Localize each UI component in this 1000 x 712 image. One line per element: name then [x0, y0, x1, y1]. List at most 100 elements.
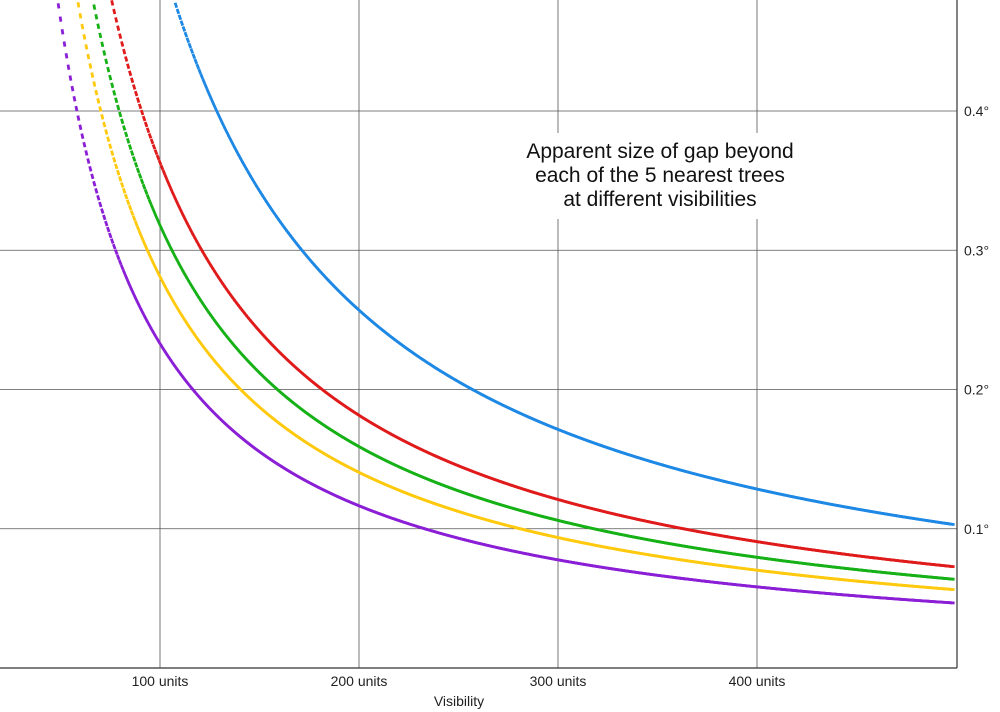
- data-point: [163, 235, 169, 242]
- data-point: [56, 3, 61, 9]
- data-point: [112, 243, 117, 250]
- data-point: [84, 44, 89, 50]
- grid: [0, 0, 957, 668]
- data-point: [112, 90, 117, 96]
- series-layer: [56, 0, 955, 605]
- data-point: [185, 37, 191, 44]
- data-point: [122, 48, 127, 55]
- data-point: [149, 257, 155, 264]
- data-point: [124, 56, 129, 62]
- data-point: [153, 265, 159, 272]
- data-point: [161, 169, 167, 176]
- data-point: [72, 95, 77, 102]
- data-point: [92, 4, 97, 10]
- data-point: [114, 163, 119, 170]
- data-point: [165, 239, 171, 246]
- data-point: [94, 89, 99, 96]
- data-point: [116, 25, 121, 32]
- series-line: [56, 3, 955, 605]
- data-point: [106, 136, 111, 143]
- data-point: [70, 85, 75, 92]
- data-point: [128, 70, 133, 77]
- data-point: [131, 215, 137, 222]
- data-point: [153, 149, 159, 156]
- data-point: [173, 2, 179, 9]
- data-point: [949, 522, 955, 527]
- data-point: [102, 121, 107, 128]
- data-point: [151, 261, 157, 268]
- data-point: [139, 178, 145, 185]
- data-point: [181, 26, 187, 32]
- data-point: [149, 203, 155, 210]
- series-line: [173, 2, 955, 527]
- data-point: [120, 118, 125, 125]
- data-point: [155, 269, 161, 276]
- data-point: [163, 174, 169, 181]
- data-point: [143, 121, 149, 128]
- data-point: [98, 106, 103, 112]
- data-point: [203, 83, 209, 90]
- data-point: [86, 53, 91, 60]
- data-point: [96, 194, 101, 201]
- data-point: [131, 292, 137, 299]
- data-point: [143, 188, 149, 195]
- data-point: [84, 150, 89, 156]
- data-point: [102, 214, 107, 221]
- y-tick-label: 0.3°: [964, 242, 989, 258]
- data-point: [147, 198, 153, 205]
- data-point: [104, 129, 109, 135]
- data-point: [127, 283, 133, 290]
- data-point: [155, 217, 161, 224]
- data-point: [100, 41, 105, 48]
- data-point: [199, 73, 205, 80]
- data-point: [143, 244, 149, 251]
- data-point: [175, 201, 181, 208]
- data-point: [110, 0, 115, 6]
- data-point: [122, 125, 127, 131]
- data-point: [141, 115, 147, 122]
- data-point: [171, 192, 177, 199]
- data-point: [149, 138, 155, 145]
- data-point: [128, 144, 133, 150]
- data-point: [145, 193, 151, 200]
- data-point: [106, 66, 111, 73]
- chart-title-line: Apparent size of gap beyond: [526, 140, 793, 163]
- data-point: [90, 173, 95, 180]
- data-point: [129, 287, 135, 294]
- data-point: [125, 199, 131, 206]
- data-point: [135, 167, 141, 174]
- data-point: [117, 259, 123, 266]
- data-point: [104, 220, 109, 227]
- data-point: [177, 14, 183, 21]
- data-point: [159, 164, 165, 171]
- data-point: [949, 564, 955, 569]
- data-point: [80, 133, 85, 139]
- series-line: [76, 1, 955, 592]
- data-point: [129, 150, 135, 157]
- data-point: [215, 110, 221, 117]
- data-point: [169, 247, 175, 254]
- data-point: [221, 122, 227, 129]
- data-point: [132, 84, 137, 90]
- data-point: [139, 109, 145, 116]
- data-point: [135, 225, 141, 232]
- data-point: [145, 248, 151, 255]
- series-line: [110, 0, 955, 569]
- data-point: [108, 143, 113, 150]
- data-point: [100, 208, 105, 214]
- data-point: [98, 32, 103, 39]
- data-point: [115, 254, 121, 261]
- data-point: [62, 41, 67, 47]
- data-point: [110, 82, 115, 89]
- y-tick-label: 0.1°: [964, 521, 989, 537]
- data-point: [60, 29, 65, 35]
- data-point: [151, 208, 157, 215]
- data-point: [108, 74, 113, 81]
- data-point: [217, 114, 223, 121]
- data-point: [147, 132, 153, 139]
- data-point: [116, 169, 121, 176]
- data-point: [207, 92, 213, 99]
- data-point: [58, 16, 63, 22]
- data-point: [201, 78, 207, 85]
